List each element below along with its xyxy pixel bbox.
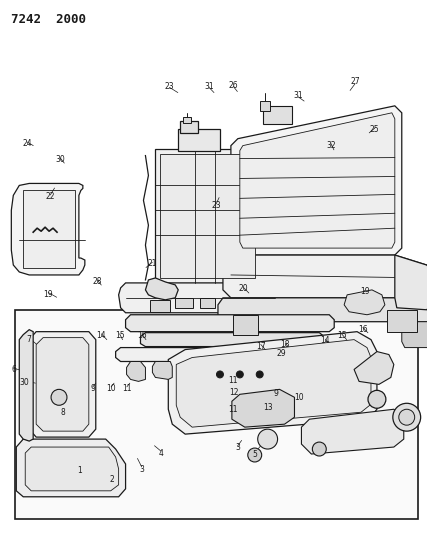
- Polygon shape: [16, 439, 125, 497]
- Polygon shape: [127, 361, 146, 382]
- Bar: [183, 117, 191, 123]
- Text: 2: 2: [110, 475, 114, 484]
- Polygon shape: [218, 298, 428, 322]
- Text: 9: 9: [90, 384, 95, 393]
- Text: 10: 10: [106, 384, 116, 393]
- Polygon shape: [402, 322, 428, 348]
- Text: 15: 15: [337, 331, 346, 340]
- Circle shape: [248, 448, 262, 462]
- Bar: [180, 121, 198, 133]
- Text: 31: 31: [293, 91, 303, 100]
- Polygon shape: [19, 330, 33, 441]
- Text: 12: 12: [230, 388, 239, 397]
- Circle shape: [399, 409, 415, 425]
- Polygon shape: [223, 255, 427, 298]
- Polygon shape: [232, 389, 294, 427]
- Polygon shape: [176, 340, 371, 427]
- Polygon shape: [395, 255, 428, 310]
- Bar: [233, 315, 258, 335]
- Text: 24: 24: [22, 139, 32, 148]
- Text: 26: 26: [228, 80, 238, 90]
- Bar: [155, 149, 260, 283]
- Text: 18: 18: [281, 341, 290, 350]
- Text: 11: 11: [229, 405, 238, 414]
- Text: 4: 4: [158, 449, 163, 458]
- Text: 31: 31: [204, 82, 214, 91]
- Text: 8: 8: [61, 408, 65, 417]
- Polygon shape: [125, 315, 334, 332]
- Bar: [175, 298, 193, 308]
- Text: 3: 3: [139, 465, 144, 473]
- Text: 11: 11: [122, 384, 131, 393]
- Bar: [15, 310, 418, 519]
- Circle shape: [217, 371, 223, 378]
- Text: 19: 19: [43, 289, 53, 298]
- Circle shape: [256, 371, 263, 378]
- Polygon shape: [152, 361, 172, 379]
- Circle shape: [393, 403, 421, 431]
- Bar: [260, 101, 270, 111]
- Circle shape: [236, 371, 243, 378]
- Text: 15: 15: [115, 331, 125, 340]
- Bar: [150, 300, 170, 312]
- Text: 30: 30: [55, 155, 65, 164]
- Text: 11: 11: [229, 376, 238, 385]
- Polygon shape: [25, 447, 119, 491]
- Polygon shape: [168, 332, 377, 434]
- Text: 27: 27: [351, 77, 360, 86]
- Polygon shape: [354, 352, 394, 384]
- Text: 6: 6: [12, 366, 17, 374]
- Text: 13: 13: [264, 402, 273, 411]
- Bar: [178, 129, 220, 151]
- Polygon shape: [119, 283, 278, 313]
- Text: 7242  2000: 7242 2000: [11, 13, 86, 26]
- Bar: [263, 106, 292, 124]
- Text: 7: 7: [27, 335, 32, 344]
- Polygon shape: [231, 106, 402, 255]
- Polygon shape: [11, 183, 85, 275]
- Polygon shape: [240, 113, 395, 248]
- Text: 10: 10: [294, 393, 304, 402]
- Bar: [200, 298, 215, 308]
- Circle shape: [368, 390, 386, 408]
- Text: 23: 23: [164, 82, 174, 91]
- Text: 23: 23: [211, 201, 221, 210]
- Text: 3: 3: [235, 443, 240, 453]
- Text: 14: 14: [321, 336, 330, 345]
- Text: 1: 1: [77, 466, 83, 475]
- Text: 29: 29: [276, 350, 286, 359]
- Text: 16: 16: [137, 331, 146, 340]
- Circle shape: [258, 429, 278, 449]
- Text: 28: 28: [92, 277, 102, 286]
- Text: 20: 20: [239, 284, 249, 293]
- Text: 22: 22: [45, 192, 55, 201]
- Text: 19: 19: [360, 287, 370, 296]
- Bar: [387, 310, 417, 332]
- Bar: [160, 154, 255, 278]
- Text: 16: 16: [358, 325, 368, 334]
- Circle shape: [312, 442, 326, 456]
- Polygon shape: [23, 190, 75, 268]
- Text: 25: 25: [370, 125, 380, 134]
- Polygon shape: [116, 348, 349, 361]
- Text: 14: 14: [96, 331, 106, 340]
- Text: 9: 9: [273, 389, 278, 398]
- Text: 32: 32: [326, 141, 336, 150]
- Polygon shape: [36, 337, 89, 431]
- Polygon shape: [29, 332, 96, 437]
- Circle shape: [51, 389, 67, 405]
- Polygon shape: [344, 290, 385, 315]
- Text: 30: 30: [20, 377, 30, 386]
- Text: 21: 21: [148, 260, 157, 268]
- Polygon shape: [140, 333, 324, 346]
- Polygon shape: [301, 409, 404, 454]
- Polygon shape: [146, 278, 178, 300]
- Text: 5: 5: [252, 450, 257, 459]
- Text: 17: 17: [256, 342, 266, 351]
